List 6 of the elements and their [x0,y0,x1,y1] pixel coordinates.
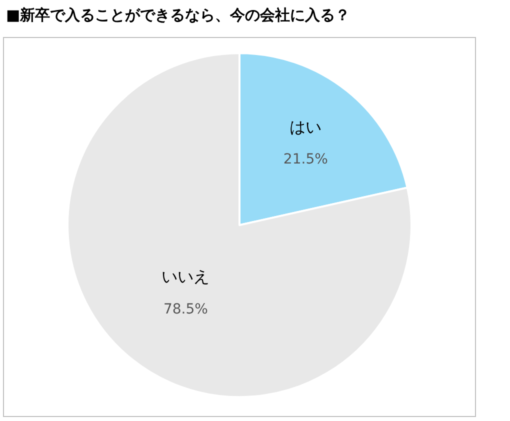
slice-label: いいえ [162,267,210,286]
pie-slice [66,52,412,398]
data-label: 21.5% [283,152,328,168]
data-label: 78.5% [163,301,208,318]
slice-label: はい [290,117,322,136]
chart-title: ■新卒で入ることができるなら、今の会社に入る？ [6,6,350,25]
